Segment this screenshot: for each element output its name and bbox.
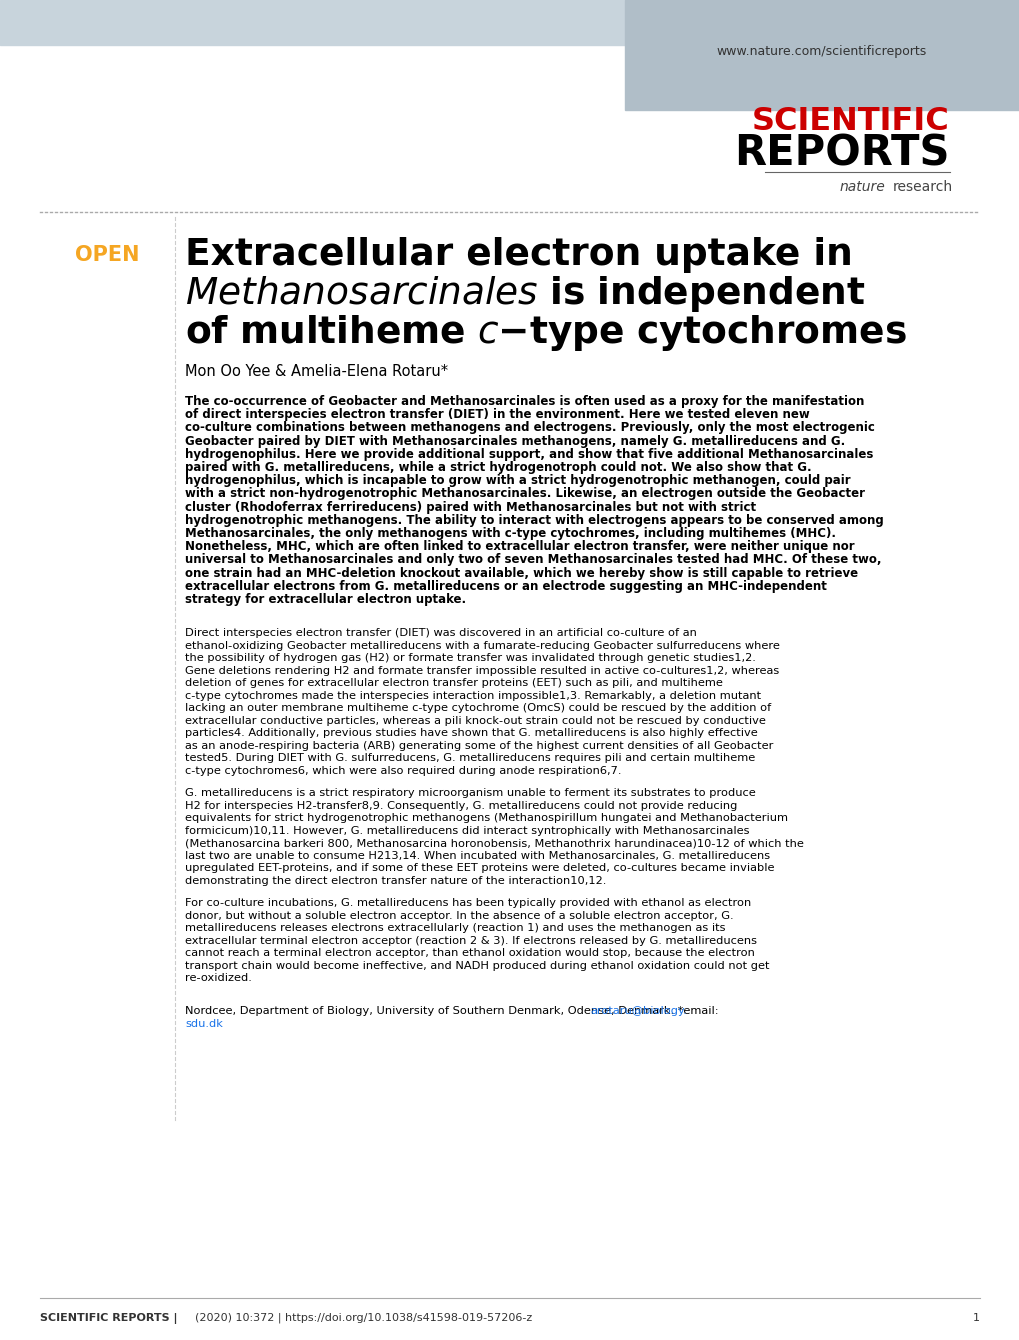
Text: Direct interspecies electron transfer (DIET) was discovered in an artificial co-: Direct interspecies electron transfer (D… [184, 628, 696, 638]
Text: of direct interspecies electron transfer (DIET) in the environment. Here we test: of direct interspecies electron transfer… [184, 409, 809, 421]
Text: (2020) 10:372 | https://doi.org/10.1038/s41598-019-57206-z: (2020) 10:372 | https://doi.org/10.1038/… [195, 1313, 532, 1324]
Text: extracellular terminal electron acceptor (reaction 2 & 3). If electrons released: extracellular terminal electron acceptor… [184, 935, 756, 946]
Text: universal to Methanosarcinales and only two of seven Methanosarcinales tested ha: universal to Methanosarcinales and only … [184, 553, 880, 567]
Text: paired with G. metallireducens, while a strict hydrogenotroph could not. We also: paired with G. metallireducens, while a … [184, 461, 811, 474]
Text: (Methanosarcina barkeri 800, Methanosarcina horonobensis, Methanothrix harundina: (Methanosarcina barkeri 800, Methanosarc… [184, 839, 803, 848]
Text: as an anode-respiring bacteria (ARB) generating some of the highest current dens: as an anode-respiring bacteria (ARB) gen… [184, 741, 772, 750]
Text: extracellular conductive particles, whereas a pili knock-out strain could not be: extracellular conductive particles, wher… [184, 716, 765, 726]
Bar [625, 0, 1019, 110]
Text: tested5. During DIET with G. sulfurreducens, G. metallireducens requires pili an: tested5. During DIET with G. sulfurreduc… [184, 753, 754, 764]
Text: demonstrating the direct electron transfer nature of the interaction10,12.: demonstrating the direct electron transf… [184, 876, 605, 886]
Text: For co-culture incubations, G. metallireducens has been typically provided with : For co-culture incubations, G. metallire… [184, 898, 751, 909]
Text: hydrogenotrophic methanogens. The ability to interact with electrogens appears t: hydrogenotrophic methanogens. The abilit… [184, 513, 882, 527]
Text: 1: 1 [972, 1313, 979, 1323]
Text: particles4. Additionally, previous studies have shown that G. metallireducens is: particles4. Additionally, previous studi… [184, 728, 757, 738]
Text: $\bf{\mathit{Methanosarcinales}}$ $\bf{is\ independent}$: $\bf{\mathit{Methanosarcinales}}$ $\bf{i… [184, 273, 865, 314]
Text: www.nature.com/scientificreports: www.nature.com/scientificreports [716, 46, 926, 59]
Bar [0, 0, 1019, 46]
Text: c-type cytochromes made the interspecies interaction impossible1,3. Remarkably, : c-type cytochromes made the interspecies… [184, 690, 760, 701]
Text: transport chain would become ineffective, and NADH produced during ethanol oxida: transport chain would become ineffective… [184, 961, 768, 970]
Text: cannot reach a terminal electron acceptor, than ethanol oxidation would stop, be: cannot reach a terminal electron accepto… [184, 949, 754, 958]
Text: Nonetheless, MHC, which are often linked to extracellular electron transfer, wer: Nonetheless, MHC, which are often linked… [184, 540, 854, 553]
Text: co-culture combinations between methanogens and electrogens. Previously, only th: co-culture combinations between methanog… [184, 421, 874, 434]
Text: cluster (Rhodoferrax ferrireducens) paired with Methanosarcinales but not with s: cluster (Rhodoferrax ferrireducens) pair… [184, 501, 755, 513]
Text: SCIENTIFIC: SCIENTIFIC [752, 106, 949, 138]
Text: Extracellular electron uptake in: Extracellular electron uptake in [184, 237, 852, 273]
Text: equivalents for strict hydrogenotrophic methanogens (Methanospirillum hungatei a: equivalents for strict hydrogenotrophic … [184, 813, 788, 823]
Text: The co-occurrence of Geobacter and Methanosarcinales is often used as a proxy fo: The co-occurrence of Geobacter and Metha… [184, 395, 863, 407]
Text: extracellular electrons from G. metallireducens or an electrode suggesting an MH: extracellular electrons from G. metallir… [184, 580, 826, 592]
Text: H2 for interspecies H2-transfer8,9. Consequently, G. metallireducens could not p: H2 for interspecies H2-transfer8,9. Cons… [184, 801, 737, 811]
Text: OPEN: OPEN [75, 245, 140, 265]
Text: lacking an outer membrane multiheme c-type cytochrome (OmcS) could be rescued by: lacking an outer membrane multiheme c-ty… [184, 704, 770, 713]
Text: Gene deletions rendering H2 and formate transfer impossible resulted in active c: Gene deletions rendering H2 and formate … [184, 666, 779, 675]
Text: G. metallireducens is a strict respiratory microorganism unable to ferment its s: G. metallireducens is a strict respirato… [184, 788, 755, 799]
Text: metallireducens releases electrons extracellularly (reaction 1) and uses the met: metallireducens releases electrons extra… [184, 923, 725, 933]
Text: hydrogenophilus. Here we provide additional support, and show that five addition: hydrogenophilus. Here we provide additio… [184, 448, 872, 461]
Text: deletion of genes for extracellular electron transfer proteins (EET) such as pil: deletion of genes for extracellular elec… [184, 678, 722, 689]
Text: the possibility of hydrogen gas (H2) or formate transfer was invalidated through: the possibility of hydrogen gas (H2) or … [184, 653, 755, 663]
Text: ethanol-oxidizing Geobacter metallireducens with a fumarate-reducing Geobacter s: ethanol-oxidizing Geobacter metallireduc… [184, 641, 780, 651]
Text: strategy for extracellular electron uptake.: strategy for extracellular electron upta… [184, 594, 466, 606]
Text: donor, but without a soluble electron acceptor. In the absence of a soluble elec: donor, but without a soluble electron ac… [184, 911, 733, 921]
Text: one strain had an MHC-deletion knockout available, which we hereby show is still: one strain had an MHC-deletion knockout … [184, 567, 857, 580]
Text: sdu.dk: sdu.dk [184, 1018, 223, 1029]
Text: REPORTS: REPORTS [734, 133, 949, 176]
Text: hydrogenophilus, which is incapable to grow with a strict hydrogenotrophic metha: hydrogenophilus, which is incapable to g… [184, 474, 850, 488]
Text: $\bf{of\ multiheme}$ $\bf{\mathit{c}}$$\bf{-type\ cytochromes}$: $\bf{of\ multiheme}$ $\bf{\mathit{c}}$$\… [184, 314, 906, 352]
Text: last two are unable to consume H213,14. When incubated with Methanosarcinales, G: last two are unable to consume H213,14. … [184, 851, 769, 860]
Text: Nordcee, Department of Biology, University of Southern Denmark, Odense, Denmark.: Nordcee, Department of Biology, Universi… [184, 1006, 721, 1016]
Text: nature: nature [840, 180, 884, 194]
Text: research: research [892, 180, 952, 194]
Text: formicicum)10,11. However, G. metallireducens did interact syntrophically with M: formicicum)10,11. However, G. metallired… [184, 825, 749, 836]
Text: Methanosarcinales, the only methanogens with c-type cytochromes, including multi: Methanosarcinales, the only methanogens … [184, 527, 836, 540]
Text: with a strict non-hydrogenotrophic Methanosarcinales. Likewise, an electrogen ou: with a strict non-hydrogenotrophic Metha… [184, 488, 864, 500]
Text: Geobacter paired by DIET with Methanosarcinales methanogens, namely G. metallire: Geobacter paired by DIET with Methanosar… [184, 434, 845, 448]
Text: re-oxidized.: re-oxidized. [184, 973, 252, 984]
Text: upregulated EET-proteins, and if some of these EET proteins were deleted, co-cul: upregulated EET-proteins, and if some of… [184, 863, 773, 874]
Text: c-type cytochromes6, which were also required during anode respiration6,7.: c-type cytochromes6, which were also req… [184, 765, 621, 776]
Text: Mon Oo Yee & Amelia-Elena Rotaru*: Mon Oo Yee & Amelia-Elena Rotaru* [184, 364, 447, 379]
Text: SCIENTIFIC REPORTS |: SCIENTIFIC REPORTS | [40, 1312, 177, 1324]
Text: arotaru@biology.: arotaru@biology. [589, 1006, 686, 1016]
